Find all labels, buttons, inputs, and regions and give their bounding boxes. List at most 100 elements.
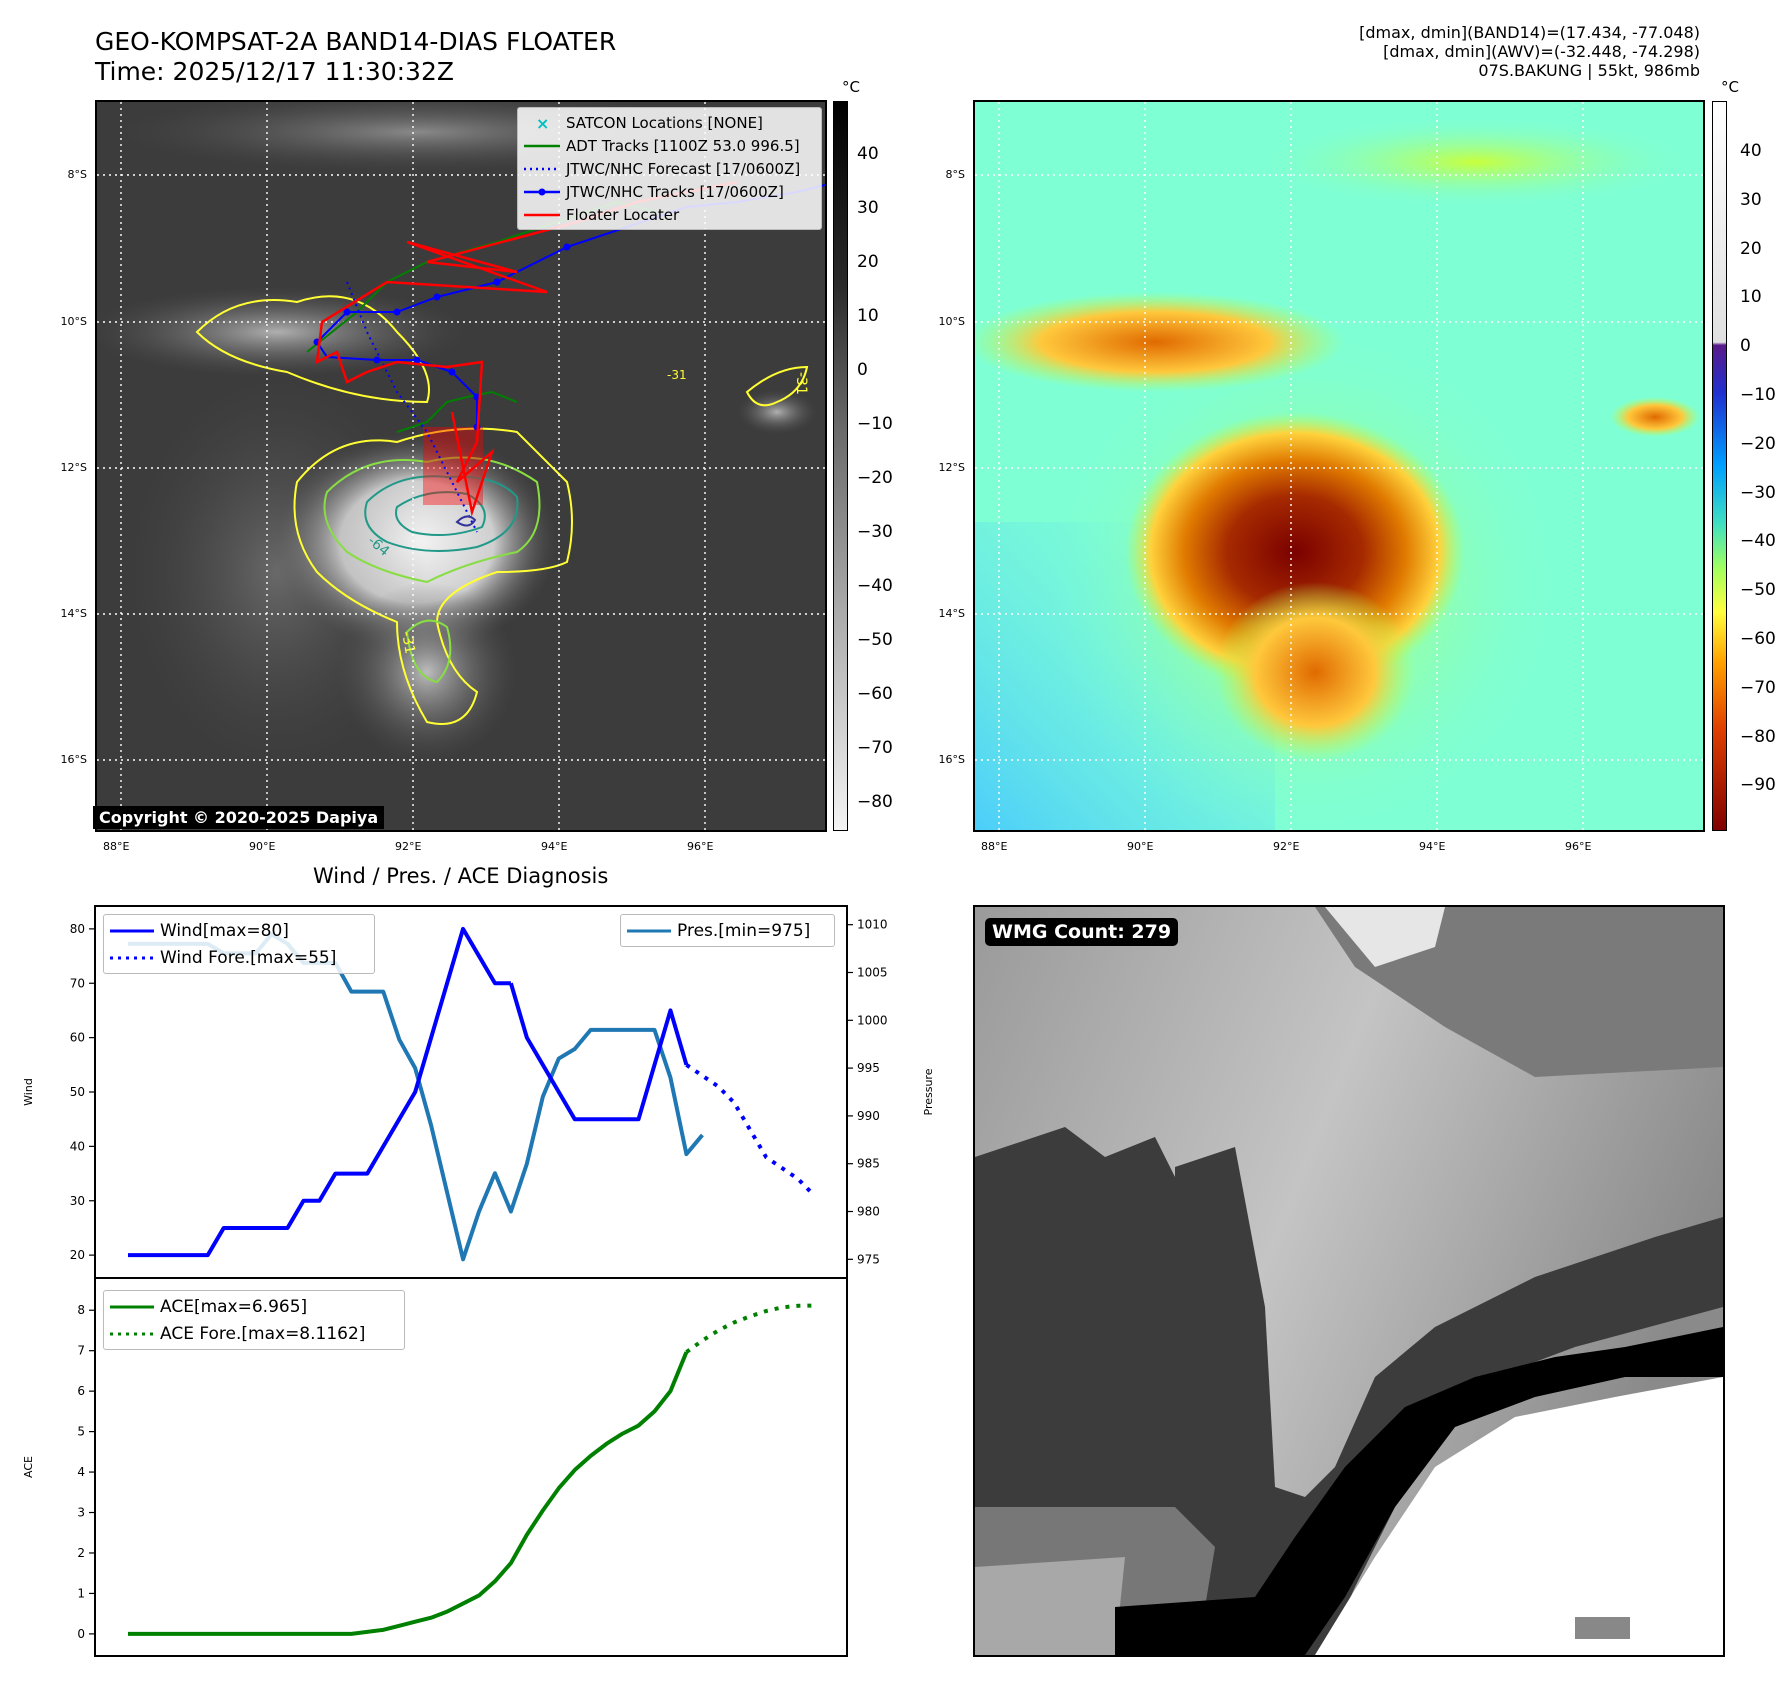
jtwc-forecast-line — [346, 281, 478, 533]
cloud-spiral-west — [127, 372, 427, 772]
dias-lon-90e: 90°E — [1127, 840, 1154, 853]
dias-colorbar-unit: °C — [1721, 78, 1739, 96]
dias-lon-96e: 96°E — [1565, 840, 1592, 853]
floater-box — [423, 427, 483, 505]
chart-layer: 80706050403020Wind1010100510009959909859… — [22, 905, 935, 1657]
ir-lon-88e: 88°E — [103, 840, 130, 853]
dias-colorbar-tick: −50 — [1740, 580, 1776, 601]
contour-green-south — [405, 619, 452, 684]
ir-colorbar-tick: 10 — [857, 306, 879, 326]
cloud-patch-east — [737, 390, 817, 434]
ir-lat-16s: 16°S — [60, 753, 87, 766]
floater-line-icon — [524, 213, 560, 216]
legend-floater-label: Floater Locater — [566, 205, 680, 224]
ir-colorbar-tick: −80 — [857, 792, 893, 812]
svg-text:×: × — [536, 114, 549, 133]
wmg-light-sw — [975, 1557, 1125, 1655]
dias-colorbar-tick: 30 — [1740, 189, 1762, 210]
dias-colorbar-tick: −20 — [1740, 433, 1776, 454]
ir-colorbar-tick: 0 — [857, 360, 868, 380]
ir-lon-94e: 94°E — [541, 840, 568, 853]
ir-colorbar-tick: 20 — [857, 252, 879, 272]
legend-floater: Floater Locater — [518, 203, 821, 226]
dias-colorbar-tick: −90 — [1740, 775, 1776, 796]
ace-axis-tick-label: 7 — [77, 1344, 85, 1358]
stats-block: [dmax, dmin](BAND14)=(17.434, -77.048) [… — [1359, 23, 1700, 80]
copyright-badge: Copyright © 2020-2025 Dapiya — [93, 806, 385, 829]
legend-jtwc-tracks: JTWC/NHC Tracks [17/0600Z] — [518, 180, 821, 203]
ace-axis-tick-label: 8 — [77, 1303, 85, 1317]
tracks-line-icon — [524, 188, 560, 195]
ir-lat-10s: 10°S — [60, 315, 87, 328]
dias-north-streaks — [1255, 117, 1695, 207]
legend-ace-forecast: ACE Fore.[max=8.1162] — [104, 1320, 404, 1347]
ace-line-series-0 — [128, 1351, 689, 1636]
adt-track-line-2 — [396, 390, 518, 433]
title-line-1: GEO-KOMPSAT-2A BAND14-DIAS FLOATER — [95, 27, 617, 56]
legend-ace: ACE[max=6.965] — [104, 1293, 404, 1320]
dias-colorbar-tick: −10 — [1740, 385, 1776, 405]
stats-line-1: [dmax, dmin](BAND14)=(17.434, -77.048) — [1359, 23, 1700, 42]
pressure-axis-ylabel: Pressure — [922, 1068, 935, 1115]
satcon-marker-icon: × — [536, 114, 549, 133]
figure-title: GEO-KOMPSAT-2A BAND14-DIAS FLOATER Time:… — [95, 27, 616, 87]
dias-colorbar-tick: −40 — [1740, 531, 1776, 552]
dias-lon-92e: 92°E — [1273, 840, 1300, 853]
ir-map-legend: × SATCON Locations [NONE] ADT Tracks [11… — [517, 107, 822, 230]
ace-axis-tick-label: 4 — [77, 1465, 85, 1479]
ace-legend: ACE[max=6.965] ACE Fore.[max=8.1162] — [103, 1290, 405, 1350]
ir-colorbar-tick: −60 — [857, 684, 893, 704]
ir-colorbar-tick: −30 — [857, 522, 893, 542]
contour-label-1: -31 — [793, 372, 809, 395]
wind-axis-tick-label: 40 — [70, 1139, 85, 1153]
wind-pres-chart: 80706050403020Wind1010100510009959909859… — [22, 905, 935, 1657]
wind-line-icon — [110, 929, 154, 932]
dias-map-grid — [975, 102, 1703, 830]
stats-line-2: [dmax, dmin](AWV)=(-32.448, -74.298) — [1383, 42, 1700, 61]
dias-colorbar-tick: 10 — [1740, 287, 1762, 308]
dias-map-svg — [975, 102, 1703, 830]
pressure-line-series-0 — [128, 932, 704, 1262]
pressure-legend: Pres.[min=975] — [620, 914, 835, 947]
ace-axis-tick-label: 1 — [77, 1586, 85, 1600]
ir-lon-92e: 92°E — [395, 840, 422, 853]
dias-core-south — [1215, 582, 1415, 762]
wind-axis-tick-label: 20 — [70, 1248, 85, 1262]
pressure-axis-tick-label: 1000 — [857, 1013, 888, 1027]
legend-wind-label: Wind[max=80] — [160, 920, 289, 941]
legend-satcon-label: SATCON Locations [NONE] — [566, 113, 763, 132]
dias-lat-14s: 14°S — [938, 607, 965, 620]
wind-legend: Wind[max=80] Wind Fore.[max=55] — [103, 914, 375, 974]
dias-east-patch — [1610, 397, 1700, 437]
contour-green-main — [323, 456, 541, 584]
legend-jtwc-forecast: JTWC/NHC Forecast [17/0600Z] — [518, 157, 821, 180]
ace-forecast-icon — [110, 1332, 154, 1335]
wind-axis-tick-label: 70 — [70, 976, 85, 990]
ace-axes-frame — [94, 1277, 848, 1657]
pressure-axis-tick-label: 980 — [857, 1205, 880, 1219]
wind-line-series-0 — [128, 926, 511, 1258]
dias-colorbar-tick: −30 — [1740, 482, 1776, 503]
wind-axis-tick-label: 30 — [70, 1194, 85, 1208]
legend-jtwc-tracks-label: JTWC/NHC Tracks [17/0600Z] — [566, 182, 784, 201]
dias-lat-12s: 12°S — [938, 461, 965, 474]
legend-wind-forecast: Wind Fore.[max=55] — [104, 944, 374, 971]
ir-colorbar-tick: −70 — [857, 738, 893, 758]
wind-line-series-1 — [508, 982, 689, 1122]
contour-label-4: -31 — [667, 368, 687, 382]
dias-lat-8s: 8°S — [945, 168, 965, 181]
wmg-count-badge: WMG Count: 279 — [985, 918, 1179, 946]
pressure-axis-tick-label: 985 — [857, 1157, 880, 1171]
contour-yellow-upper — [195, 295, 430, 404]
pressure-line-icon — [627, 929, 671, 932]
ace-axis-tick-label: 2 — [77, 1546, 85, 1560]
dias-lat-10s: 10°S — [938, 315, 965, 328]
contour-teal-core — [395, 491, 486, 536]
dias-colorbar-tick: 20 — [1740, 238, 1762, 259]
dias-colorbar-tick: −60 — [1740, 629, 1776, 649]
legend-pressure: Pres.[min=975] — [621, 917, 834, 944]
wmg-gray-blob — [1575, 1617, 1630, 1639]
pressure-axis-tick-label: 990 — [857, 1109, 880, 1123]
legend-pressure-label: Pres.[min=975] — [677, 920, 811, 941]
ir-lon-90e: 90°E — [249, 840, 276, 853]
